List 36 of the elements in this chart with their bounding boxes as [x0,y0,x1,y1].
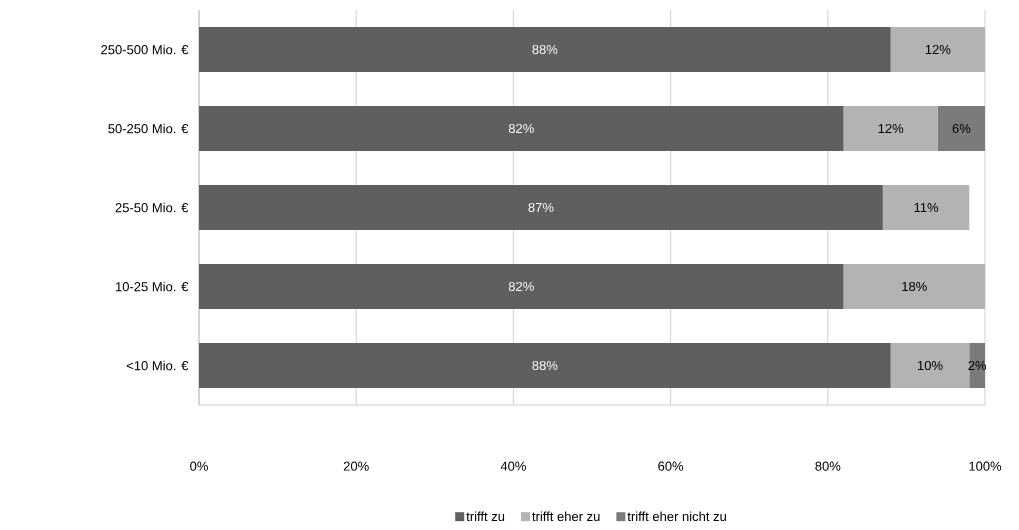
bar [199,342,891,389]
bar [890,342,970,389]
data-label: 82% [508,123,534,134]
y-tick-label: 250-500 Mio. € [101,44,189,55]
x-tick-label: 80% [815,461,841,471]
data-label: 10% [917,360,943,371]
x-tick-label: 0% [190,461,208,471]
y-tick-label: 50-250 Mio. € [108,123,189,134]
bar [199,26,891,73]
legend-label: trifft zu [466,511,505,522]
y-tick-label: <10 Mio. € [126,360,189,371]
legend-label: trifft eher nicht zu [627,511,726,522]
bar [890,26,986,73]
y-tick-label: 10-25 Mio. € [115,281,189,292]
bar [882,184,970,231]
data-label: 88% [532,360,558,371]
y-tick-label: 25-50 Mio. € [115,202,189,213]
data-label: 6% [952,123,971,134]
bar [199,263,844,310]
data-label: 88% [532,44,558,55]
data-label: 12% [925,44,951,55]
data-label: 12% [878,123,904,134]
data-label: 87% [528,202,554,213]
legend-label: trifft eher zu [532,511,600,522]
bar [843,105,938,152]
bar [199,184,883,231]
x-tick-label: 100% [969,461,1002,471]
x-tick-label: 60% [658,461,684,471]
data-label: 82% [508,281,534,292]
data-label: 18% [902,281,927,292]
data-label: 11% [914,202,939,213]
bar [937,105,986,152]
x-tick-label: 20% [343,461,369,471]
bar [843,263,986,310]
bar [199,105,844,152]
x-tick-label: 40% [500,461,526,471]
